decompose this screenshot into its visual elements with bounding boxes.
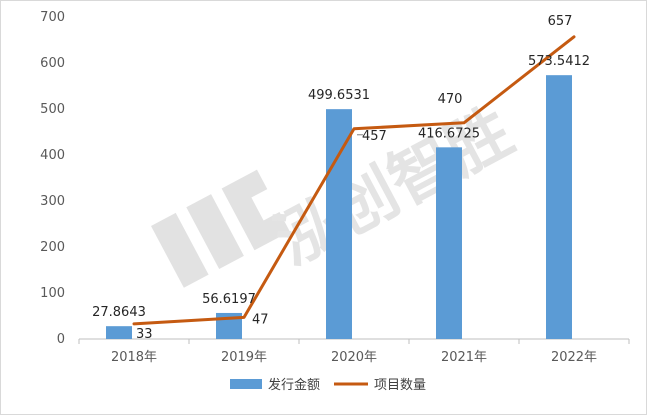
bar-data-label: 56.6197 xyxy=(202,292,256,307)
y-tick-label: 300 xyxy=(40,194,65,209)
y-tick-label: 700 xyxy=(40,10,65,25)
bar-data-label: 499.6531 xyxy=(308,88,370,103)
bar-data-label: 27.8643 xyxy=(92,305,146,320)
bar-series xyxy=(106,75,572,339)
y-tick-label: 200 xyxy=(40,240,65,255)
bar-发行金额 xyxy=(326,109,352,339)
line-data-label: 470 xyxy=(438,92,463,107)
y-tick-label: 500 xyxy=(40,102,65,117)
watermark-text: 泓创智胜 xyxy=(264,95,525,281)
bar-发行金额 xyxy=(436,147,462,339)
legend-swatch-bar xyxy=(230,379,262,389)
x-tick-label: 2020年 xyxy=(331,350,377,365)
x-tick-label: 2018年 xyxy=(111,350,157,365)
hc-logo-icon xyxy=(151,170,290,288)
bar-发行金额 xyxy=(546,75,572,339)
line-data-label: 457 xyxy=(362,129,387,144)
y-tick-label: 400 xyxy=(40,148,65,163)
x-tick-label: 2022年 xyxy=(551,350,597,365)
x-tick-label: 2019年 xyxy=(221,350,267,365)
y-tick-label: 0 xyxy=(57,332,65,347)
y-tick-label: 100 xyxy=(40,286,65,301)
line-data-label: 33 xyxy=(136,327,153,342)
line-data-label: 47 xyxy=(252,312,269,327)
x-tick-label: 2021年 xyxy=(441,350,487,365)
legend-label: 发行金额 xyxy=(268,377,320,393)
bar-data-label: 416.6725 xyxy=(418,126,480,141)
bar-发行金额 xyxy=(106,326,132,339)
line-data-label: 657 xyxy=(548,14,573,29)
y-tick-label: 600 xyxy=(40,56,65,71)
bar-data-label: 573.5412 xyxy=(528,54,590,69)
legend: 发行金额 项目数量 xyxy=(230,377,426,393)
legend-label: 项目数量 xyxy=(374,378,426,393)
